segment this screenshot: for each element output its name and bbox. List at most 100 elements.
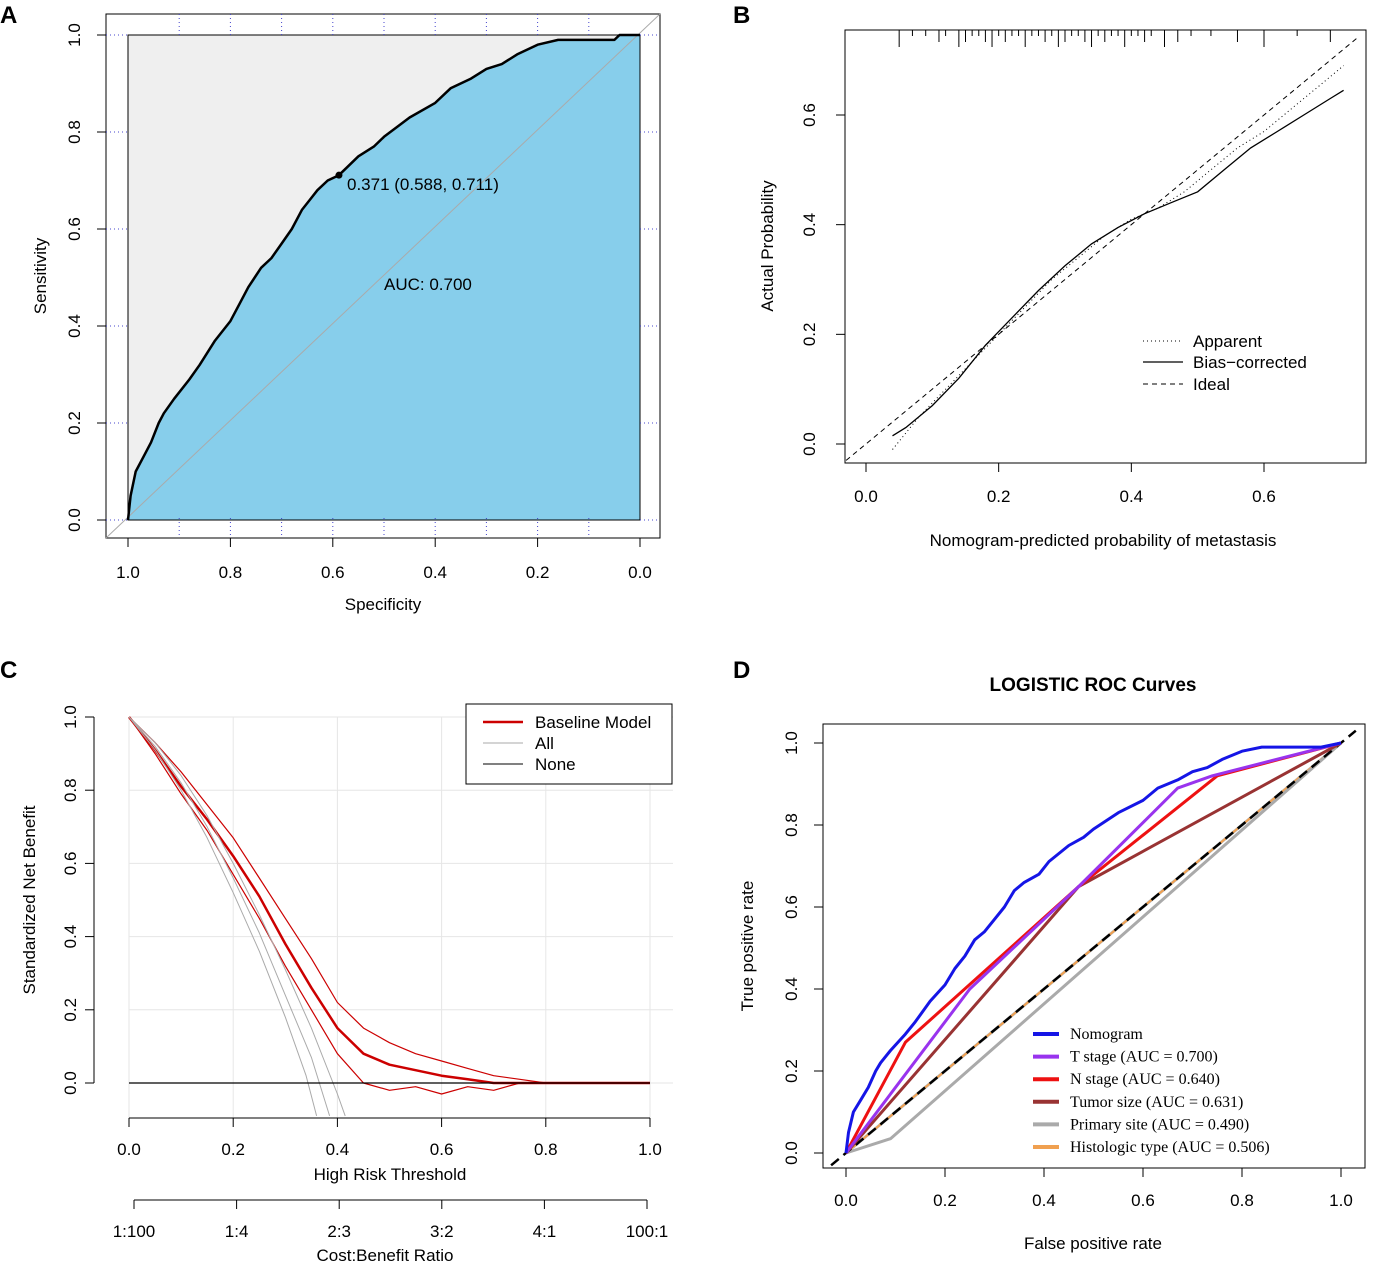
panel-a-ytick-label: 0.4 <box>65 314 84 338</box>
panel-c-ytick-label: 1.0 <box>61 705 80 729</box>
legend-label-ideal: Ideal <box>1193 375 1230 394</box>
panel-d-ytick-label: 0.4 <box>782 977 801 1001</box>
panel-c-legend-box <box>465 703 673 785</box>
panel-a-xtick-label: 0.6 <box>321 563 345 582</box>
panel-a-ytick-label: 0.8 <box>65 120 84 144</box>
panel-d-legend-label: Histologic type (AUC = 0.506) <box>1070 1139 1270 1156</box>
panel-d-title: LOGISTIC ROC Curves <box>990 675 1197 696</box>
panel-c-secondary-tick-label: 3:2 <box>430 1222 454 1241</box>
panel-c-xtick-label: 0.4 <box>326 1140 350 1159</box>
panel-c-decision-curve: 0.0 0.2 0.4 0.6 0.8 1.0 0.0 0.2 0.4 0.6 0.8 1.0 1:1… <box>20 703 673 1265</box>
panel-d-lines <box>830 729 1357 1167</box>
panel-b-calibration: 0.0 0.2 0.4 0.6 0.0 0.2 0.4 0.6 Apparent Bias−c… <box>758 29 1367 550</box>
panel-d-xtick-label: 0.4 <box>1032 1191 1056 1210</box>
panel-a-auc-text: AUC: 0.700 <box>384 275 472 294</box>
panel-b-lines <box>845 37 1358 461</box>
panel-d-legend: Nomogram T stage (AUC = 0.700) N stage (AU… <box>1033 1026 1270 1156</box>
panel-d-legend-label: Primary site (AUC = 0.490) <box>1070 1116 1249 1133</box>
panel-letter-d: D <box>733 657 750 684</box>
panel-c-line-all <box>128 716 331 1117</box>
panel-c-xtick-label: 0.8 <box>534 1140 558 1159</box>
panel-a-xlabel: Specificity <box>345 595 422 614</box>
panel-c-xtick-label: 1.0 <box>638 1140 662 1159</box>
panel-b-rug <box>898 30 1331 47</box>
panel-c-line-baseline-model-upper <box>128 716 650 1084</box>
panel-d-xtick-label: 1.0 <box>1329 1191 1353 1210</box>
panel-d-ytick-label: 0.2 <box>782 1059 801 1083</box>
panel-a-best-threshold-text: 0.371 (0.588, 0.711) <box>347 175 499 194</box>
panel-a-roc: 1.0 0.8 0.6 0.4 0.2 0.0 0.0 0.2 0.4 0.6 0.8 1.0 AUC… <box>31 13 661 614</box>
panel-b-xtick-label: 0.6 <box>1252 487 1276 506</box>
panel-c-secondary-tick-label: 1:4 <box>225 1222 249 1241</box>
panel-a-ytick-label: 1.0 <box>65 23 84 47</box>
legend-label-baseline: Baseline Model <box>535 713 651 732</box>
panel-b-line-bias-corrected <box>892 89 1344 437</box>
panel-d-xtick-label: 0.0 <box>834 1191 858 1210</box>
panel-a-ticks: 1.0 0.8 0.6 0.4 0.2 0.0 0.0 0.2 0.4 0.6 0.8 1.0 <box>65 23 652 582</box>
panel-c-ticks: 0.0 0.2 0.4 0.6 0.8 1.0 0.0 0.2 0.4 0.6 0.8 1.0 <box>61 705 662 1159</box>
panel-c-xtick-label: 0.6 <box>430 1140 454 1159</box>
panel-c-secondary-label: Cost:Benefit Ratio <box>316 1246 453 1265</box>
panel-a-xtick-label: 1.0 <box>116 563 140 582</box>
panel-d-legend-label: T stage (AUC = 0.700) <box>1070 1049 1218 1066</box>
panel-c-ytick-label: 0.4 <box>61 925 80 949</box>
panel-d-legend-label: Tumor size (AUC = 0.631) <box>1070 1094 1243 1111</box>
panel-b-ytick-label: 0.6 <box>800 103 819 127</box>
panel-d-line-primary-site-auc <box>845 741 1342 1155</box>
panel-d-legend-label: Nomogram <box>1070 1026 1143 1043</box>
panel-c-xtick-label: 0.2 <box>221 1140 245 1159</box>
panel-c-secondary-tick-label: 4:1 <box>533 1222 557 1241</box>
panel-a-xtick-label: 0.8 <box>219 563 243 582</box>
panel-a-layers <box>105 13 661 539</box>
panel-d-ylabel: True positive rate <box>738 881 757 1012</box>
panel-a-auc-fill <box>128 35 640 520</box>
panel-d-xtick-label: 0.8 <box>1230 1191 1254 1210</box>
panel-c-line-all-lower <box>128 716 318 1117</box>
panel-b-line-apparent <box>892 65 1344 450</box>
panel-a-ytick-label: 0.0 <box>65 508 84 532</box>
panel-d-ytick-label: 0.0 <box>782 1141 801 1165</box>
panel-a-best-point <box>335 171 343 179</box>
panel-b-ytick-label: 0.4 <box>800 213 819 237</box>
panel-d-xlabel: False positive rate <box>1024 1234 1162 1253</box>
panel-a-ylabel: Sensitivity <box>31 237 50 314</box>
panel-a-xtick-label: 0.0 <box>628 563 652 582</box>
panel-d-legend-label: N stage (AUC = 0.640) <box>1070 1071 1220 1088</box>
panel-c-legend: Baseline Model All None <box>465 703 673 785</box>
panel-letter-c: C <box>0 657 17 684</box>
panel-d-line-nomogram <box>844 741 1342 1154</box>
panel-c-lines <box>128 716 650 1117</box>
panel-letter-a: A <box>0 2 17 29</box>
panel-b-xtick-label: 0.2 <box>987 487 1011 506</box>
panel-c-secondary-tick-label: 1:100 <box>113 1222 156 1241</box>
panel-b-xlabel: Nomogram-predicted probability of metast… <box>930 531 1277 550</box>
panel-a-xtick-label: 0.2 <box>526 563 550 582</box>
panel-d-ytick-label: 0.8 <box>782 813 801 837</box>
panel-b-ylabel: Actual Probability <box>758 180 777 312</box>
panel-a-grid <box>106 14 660 538</box>
panel-a-roc-line <box>126 33 640 521</box>
panel-c-line-baseline-model-lower <box>128 716 546 1095</box>
panel-a-diagonal <box>105 13 661 539</box>
panel-d-frame <box>822 723 1366 1169</box>
panel-a-ytick-label: 0.6 <box>65 217 84 241</box>
panel-d-xtick-label: 0.2 <box>933 1191 957 1210</box>
panel-c-ylabel: Standardized Net Benefit <box>20 805 39 994</box>
panel-d-roc-curves: LOGISTIC ROC Curves 0.0 0.2 0.4 0.6 0.8 1.00.… <box>738 675 1366 1253</box>
panel-d-line-reference <box>830 729 1357 1167</box>
legend-label-apparent: Apparent <box>1193 332 1262 351</box>
legend-label-all: All <box>535 734 554 753</box>
panel-c-ytick-label: 0.8 <box>61 778 80 802</box>
panel-a-ytick-label: 0.2 <box>65 411 84 435</box>
legend-label-none: None <box>535 755 576 774</box>
panel-c-secondary-tick-label: 100:1 <box>626 1222 669 1241</box>
panel-c-xlabel: High Risk Threshold <box>314 1165 467 1184</box>
panel-c-secondary-tick-label: 2:3 <box>327 1222 351 1241</box>
panel-c-secondary-axis: 1:100 1:4 2:3 3:2 4:1 100:1 <box>113 1199 669 1241</box>
panel-a-frame <box>105 13 661 539</box>
panel-b-ytick-label: 0.2 <box>800 323 819 347</box>
panel-d-line-t-stage-auc <box>844 741 1342 1154</box>
panel-b-line-ideal <box>845 37 1358 461</box>
panel-b-legend: Apparent Bias−corrected Ideal <box>1143 332 1307 394</box>
